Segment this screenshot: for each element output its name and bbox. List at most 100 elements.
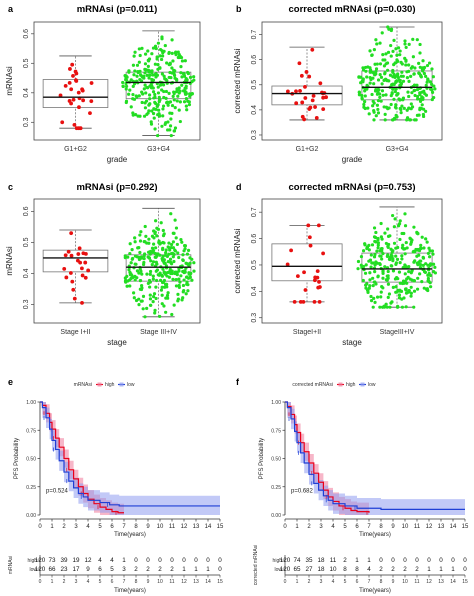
data-point <box>190 278 194 282</box>
risk-x-tick-label: 5 <box>344 579 347 585</box>
data-point <box>376 236 380 241</box>
data-point <box>182 100 187 104</box>
data-point <box>398 261 402 265</box>
data-point <box>428 249 432 253</box>
data-point <box>295 274 300 279</box>
data-point <box>133 278 137 282</box>
data-point <box>66 249 71 254</box>
x-tick-label: 1 <box>295 524 299 530</box>
data-point <box>431 252 435 256</box>
data-point <box>407 288 411 293</box>
data-point <box>135 95 139 99</box>
data-point <box>175 87 179 91</box>
data-point <box>419 75 423 79</box>
data-point <box>160 124 164 128</box>
data-point <box>307 74 312 79</box>
risk-x-tick-label: 9 <box>147 579 150 585</box>
risk-count: 1 <box>182 566 186 573</box>
data-point <box>374 67 379 71</box>
chart-title: corrected mRNAsi (p=0.030) <box>289 4 416 15</box>
data-point <box>164 310 168 314</box>
data-point <box>395 79 399 83</box>
data-point <box>410 91 414 95</box>
data-point <box>402 281 406 285</box>
data-point <box>303 85 307 89</box>
x-tick-label: 9 <box>391 524 395 530</box>
data-point <box>70 279 75 284</box>
km-curve-low <box>285 401 465 510</box>
data-point <box>145 272 149 276</box>
risk-count: 18 <box>317 557 325 564</box>
data-point <box>359 75 363 79</box>
data-point <box>162 74 166 78</box>
data-point <box>177 52 181 57</box>
data-point <box>71 74 75 78</box>
data-point <box>402 231 406 236</box>
data-point <box>153 95 157 99</box>
data-point <box>156 67 160 71</box>
data-point <box>127 268 131 272</box>
data-point <box>376 111 381 115</box>
data-point <box>419 243 423 247</box>
data-point <box>151 46 156 50</box>
risk-count: 8 <box>343 566 347 573</box>
data-point <box>126 255 130 259</box>
data-point <box>182 72 186 76</box>
panel-label-e: e <box>8 377 13 387</box>
data-point <box>302 117 307 122</box>
data-point <box>374 38 378 42</box>
data-point <box>421 59 425 63</box>
data-point <box>74 79 79 83</box>
data-point <box>150 86 155 90</box>
data-point <box>133 240 137 244</box>
chart-title: mRNAsi (p=0.292) <box>76 182 157 193</box>
data-point <box>357 90 361 94</box>
data-point <box>385 254 389 258</box>
data-point <box>294 101 299 106</box>
data-point <box>404 240 408 245</box>
data-point <box>63 83 68 88</box>
y-tick-label: 0.5 <box>251 260 258 270</box>
data-point <box>172 259 176 264</box>
data-point <box>164 121 168 125</box>
legend-low-band <box>119 382 124 387</box>
data-point <box>154 278 159 283</box>
p-value-label: p=0.682 <box>291 488 314 494</box>
data-point <box>155 73 160 77</box>
data-point <box>401 243 405 247</box>
data-point <box>187 100 191 104</box>
risk-count: 0 <box>218 557 222 564</box>
y-tick-label: 0.3 <box>251 313 258 323</box>
risk-x-tick-label: 7 <box>123 579 126 585</box>
data-point <box>370 261 374 265</box>
data-point <box>361 278 365 283</box>
data-point <box>128 284 132 288</box>
risk-count: 0 <box>403 557 407 564</box>
risk-count: 4 <box>367 566 371 573</box>
risk-count: 2 <box>403 566 407 573</box>
data-point <box>430 90 435 94</box>
data-point <box>188 75 193 79</box>
risk-x-tick-label: 14 <box>205 579 211 585</box>
legend-title: mRNAsi <box>74 382 92 388</box>
data-point <box>372 226 377 230</box>
data-point <box>394 261 398 265</box>
data-point <box>142 87 146 91</box>
data-point <box>417 113 421 117</box>
data-point <box>140 90 144 94</box>
x-tick-label: 8 <box>134 524 138 530</box>
data-point <box>416 276 420 280</box>
data-point <box>374 69 378 74</box>
risk-count: 39 <box>60 557 68 564</box>
data-point <box>424 237 428 241</box>
data-point <box>170 71 174 75</box>
data-point <box>426 263 430 267</box>
data-point <box>396 75 400 80</box>
chart-d: corrected mRNAsi (p=0.753) corrected mRNA… <box>233 182 443 347</box>
data-point <box>403 39 407 43</box>
data-point <box>426 251 430 256</box>
data-point <box>134 113 138 117</box>
data-point <box>129 105 133 109</box>
data-point <box>427 61 432 65</box>
risk-count: 4 <box>110 557 114 564</box>
